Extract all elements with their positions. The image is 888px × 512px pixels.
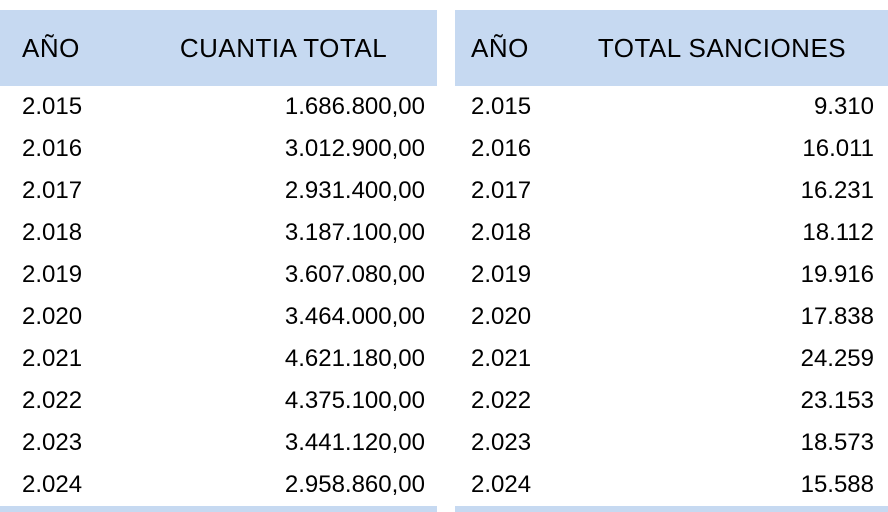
count-cell: 15.588 (800, 471, 874, 498)
count-cell: 23.153 (800, 387, 874, 414)
table-row: 2.023 18.573 (455, 422, 888, 464)
year-cell: 2.016 (22, 135, 83, 162)
year-cell: 2.023 (471, 429, 532, 456)
year-cell: 2.015 (471, 93, 532, 120)
table-row: 2.018 3.187.100,00 (0, 212, 437, 254)
table-row: 2.019 3.607.080,00 (0, 254, 437, 296)
year-cell: 2.024 (22, 471, 83, 498)
year-cell: 2.020 (471, 303, 532, 330)
amount-cell: 3.607.080,00 (284, 261, 425, 288)
table-row: 2.015 9.310 (455, 86, 888, 128)
amount-cell: 2.931.400,00 (284, 177, 425, 204)
year-cell: 2.018 (22, 219, 83, 246)
year-cell: 2.020 (22, 303, 83, 330)
amount-cell: 2.958.860,00 (284, 471, 425, 498)
count-cell: 18.112 (802, 219, 874, 246)
sanciones-table-header-row: AÑO TOTAL SANCIONES (455, 10, 888, 86)
count-cell: 19.916 (800, 261, 874, 288)
table-row: 2.020 3.464.000,00 (0, 296, 437, 338)
total-sanciones-table: AÑO TOTAL SANCIONES 2.015 9.310 2.016 16… (455, 10, 888, 512)
table-row: 2.024 2.958.860,00 (0, 464, 437, 506)
amount-cell: 4.621.180,00 (284, 345, 425, 372)
year-cell: 2.022 (471, 387, 532, 414)
table-row: 2.017 16.231 (455, 170, 888, 212)
column-header-ano: AÑO (471, 32, 529, 63)
table-row: 2.021 24.259 (455, 338, 888, 380)
table-row: 2.022 4.375.100,00 (0, 380, 437, 422)
year-cell: 2.022 (22, 387, 83, 414)
year-cell: 2.015 (22, 93, 83, 120)
count-cell: 9.310 (813, 93, 874, 120)
year-cell: 2.016 (471, 135, 532, 162)
count-cell: 24.259 (800, 345, 874, 372)
amount-cell: 3.012.900,00 (284, 135, 425, 162)
table-row: 2.016 3.012.900,00 (0, 128, 437, 170)
bottom-strip (0, 506, 437, 512)
amount-cell: 3.441.120,00 (284, 429, 425, 456)
column-header-ano: AÑO (22, 32, 80, 63)
year-cell: 2.019 (471, 261, 532, 288)
cuantia-table-header-row: AÑO CUANTIA TOTAL (0, 10, 437, 86)
table-row: 2.016 16.011 (455, 128, 888, 170)
year-cell: 2.024 (471, 471, 532, 498)
year-cell: 2.017 (471, 177, 532, 204)
count-cell: 16.231 (800, 177, 874, 204)
year-cell: 2.023 (22, 429, 83, 456)
column-header-cuantia-total: CUANTIA TOTAL (179, 32, 388, 63)
table-row: 2.021 4.621.180,00 (0, 338, 437, 380)
count-cell: 16.011 (802, 135, 874, 162)
table-row: 2.020 17.838 (455, 296, 888, 338)
bottom-strip (455, 506, 888, 512)
count-cell: 17.838 (800, 303, 874, 330)
column-header-total-sanciones: TOTAL SANCIONES (597, 32, 847, 63)
table-row: 2.017 2.931.400,00 (0, 170, 437, 212)
year-cell: 2.021 (471, 345, 532, 372)
table-row: 2.019 19.916 (455, 254, 888, 296)
year-cell: 2.019 (22, 261, 83, 288)
table-row: 2.024 15.588 (455, 464, 888, 506)
year-cell: 2.018 (471, 219, 532, 246)
year-cell: 2.021 (22, 345, 83, 372)
year-cell: 2.017 (22, 177, 83, 204)
amount-cell: 3.464.000,00 (284, 303, 425, 330)
table-row: 2.023 3.441.120,00 (0, 422, 437, 464)
table-row: 2.018 18.112 (455, 212, 888, 254)
table-row: 2.015 1.686.800,00 (0, 86, 437, 128)
amount-cell: 3.187.100,00 (284, 219, 425, 246)
table-row: 2.022 23.153 (455, 380, 888, 422)
count-cell: 18.573 (800, 429, 874, 456)
cuantia-total-table: AÑO CUANTIA TOTAL 2.015 1.686.800,00 2.0… (0, 10, 437, 512)
amount-cell: 4.375.100,00 (284, 387, 425, 414)
amount-cell: 1.686.800,00 (284, 93, 425, 120)
